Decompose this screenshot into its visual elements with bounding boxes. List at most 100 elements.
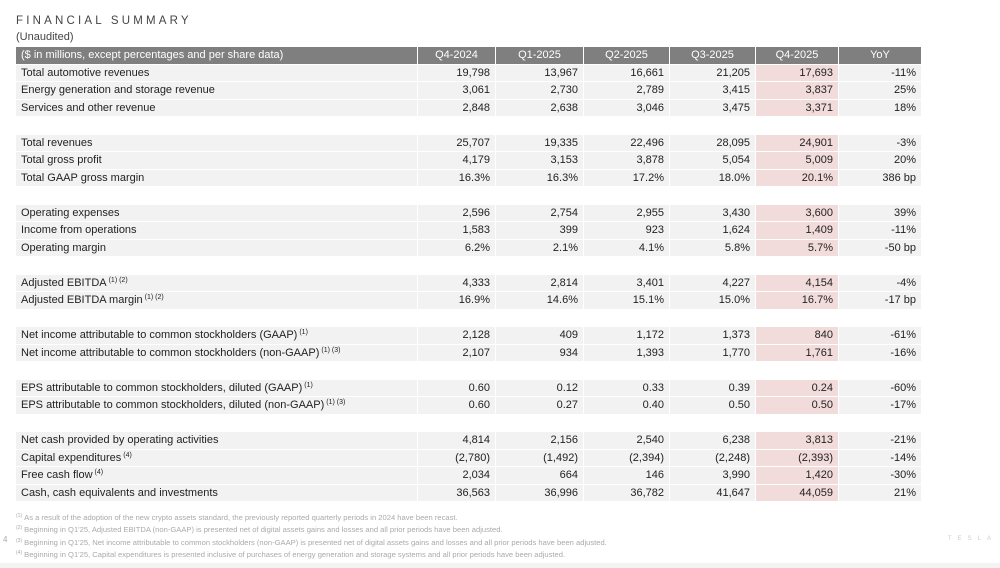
spacer-row: [16, 309, 922, 327]
row-label-cell: Adjusted EBITDA margin (1) (2): [16, 292, 418, 310]
row-label-cell: EPS attributable to common stockholders,…: [16, 397, 418, 415]
value-cell: 923: [584, 222, 670, 240]
table-row: EPS attributable to common stockholders,…: [16, 379, 922, 397]
value-cell: 3,475: [670, 99, 756, 117]
value-cell: 1,583: [418, 222, 496, 240]
value-cell: 0.24: [756, 379, 839, 397]
spacer-cell: [839, 362, 922, 380]
row-label-cell: Net cash provided by operating activitie…: [16, 432, 418, 450]
value-cell: 17,693: [756, 64, 839, 82]
value-cell: (2,248): [670, 449, 756, 467]
table-row: Total revenues 25,707 19,335 22,496 28,095 24…: [16, 134, 922, 152]
spacer-cell: [16, 414, 418, 432]
value-cell: 664: [496, 467, 584, 485]
page-title: FINANCIAL SUMMARY: [16, 15, 192, 27]
row-label-cell: Total GAAP gross margin: [16, 169, 418, 187]
spacer-cell: [496, 309, 584, 327]
value-cell: 4,179: [418, 152, 496, 170]
spacer-cell: [839, 187, 922, 205]
spacer-cell: [584, 362, 670, 380]
yoy-cell: -61%: [839, 327, 922, 345]
column-header: Q1-2025: [496, 47, 584, 65]
row-label-cell: Total gross profit: [16, 152, 418, 170]
value-cell: 0.50: [756, 397, 839, 415]
value-cell: 2,128: [418, 327, 496, 345]
row-label: Adjusted EBITDA: [21, 276, 107, 289]
spacer-cell: [670, 117, 756, 135]
column-header: Q4-2025: [756, 47, 839, 65]
row-label: Total gross profit: [21, 154, 102, 167]
value-cell: 5,009: [756, 152, 839, 170]
footnote-ref: (1): [304, 381, 313, 389]
row-label: Net income attributable to common stockh…: [21, 346, 320, 359]
row-label-cell: Free cash flow (4): [16, 467, 418, 485]
footnote-ref: (4): [94, 469, 104, 477]
footnote: (2) Beginning in Q1'25, Adjusted EBITDA (…: [16, 523, 607, 535]
table-row: Net income attributable to common stockh…: [16, 344, 922, 362]
spacer-cell: [756, 117, 839, 135]
value-cell: (2,394): [584, 449, 670, 467]
yoy-cell: -16%: [839, 344, 922, 362]
page-number: 4: [3, 535, 8, 544]
row-label: Free cash flow: [21, 469, 93, 482]
footnote-ref: (1) (3): [321, 346, 341, 354]
table-row: EPS attributable to common stockholders,…: [16, 397, 922, 415]
value-cell: 18.0%: [670, 169, 756, 187]
spacer-cell: [670, 187, 756, 205]
yoy-cell: 39%: [839, 204, 922, 222]
table-row: Total GAAP gross margin 16.3% 16.3% 17.2% 18…: [16, 169, 922, 187]
row-label: EPS attributable to common stockholders,…: [21, 381, 303, 394]
spacer-cell: [496, 414, 584, 432]
value-cell: 4,227: [670, 274, 756, 292]
value-cell: 36,782: [584, 484, 670, 502]
spacer-cell: [418, 187, 496, 205]
footnote-mark: (3): [16, 537, 23, 544]
spacer-cell: [839, 257, 922, 275]
value-cell: 2,730: [496, 82, 584, 100]
row-label-cell: Cash, cash equivalents and investments: [16, 484, 418, 502]
value-cell: 28,095: [670, 134, 756, 152]
spacer-cell: [418, 117, 496, 135]
value-cell: 15.0%: [670, 292, 756, 310]
yoy-cell: 18%: [839, 99, 922, 117]
value-cell: 25,707: [418, 134, 496, 152]
value-cell: 24,901: [756, 134, 839, 152]
value-cell: 3,371: [756, 99, 839, 117]
value-cell: 3,401: [584, 274, 670, 292]
value-cell: (2,780): [418, 449, 496, 467]
spacer-cell: [584, 187, 670, 205]
value-cell: 14.6%: [496, 292, 584, 310]
spacer-cell: [756, 309, 839, 327]
row-label-cell: Net income attributable to common stockh…: [16, 327, 418, 345]
row-label-cell: Energy generation and storage revenue: [16, 82, 418, 100]
value-cell: 2,540: [584, 432, 670, 450]
spacer-cell: [670, 414, 756, 432]
row-label-cell: Net income attributable to common stockh…: [16, 344, 418, 362]
value-cell: 3,990: [670, 467, 756, 485]
footnote: (1) As a result of the adoption of the ne…: [16, 511, 607, 523]
table-row: Adjusted EBITDA margin (1) (2) 16.9% 14.6% 1…: [16, 292, 922, 310]
footnote-mark: (4): [16, 549, 23, 556]
value-cell: 4,154: [756, 274, 839, 292]
row-label: Net cash provided by operating activitie…: [21, 434, 219, 447]
footnote-text: As a result of the adoption of the new c…: [24, 513, 458, 522]
spacer-cell: [418, 414, 496, 432]
value-cell: 1,393: [584, 344, 670, 362]
column-header: Q3-2025: [670, 47, 756, 65]
value-cell: 1,624: [670, 222, 756, 240]
spacer-cell: [670, 309, 756, 327]
row-label: Services and other revenue: [21, 101, 156, 114]
value-cell: 409: [496, 327, 584, 345]
value-cell: 0.27: [496, 397, 584, 415]
value-cell: 2,848: [418, 99, 496, 117]
spacer-row: [16, 187, 922, 205]
table-row: Services and other revenue 2,848 2,638 3,04…: [16, 99, 922, 117]
row-label: Operating margin: [21, 241, 106, 254]
value-cell: 3,837: [756, 82, 839, 100]
row-label: Total GAAP gross margin: [21, 171, 145, 184]
value-cell: 2,107: [418, 344, 496, 362]
value-cell: 19,335: [496, 134, 584, 152]
table-row: Cash, cash equivalents and investments 36…: [16, 484, 922, 502]
row-label-cell: Total revenues: [16, 134, 418, 152]
spacer-cell: [670, 362, 756, 380]
